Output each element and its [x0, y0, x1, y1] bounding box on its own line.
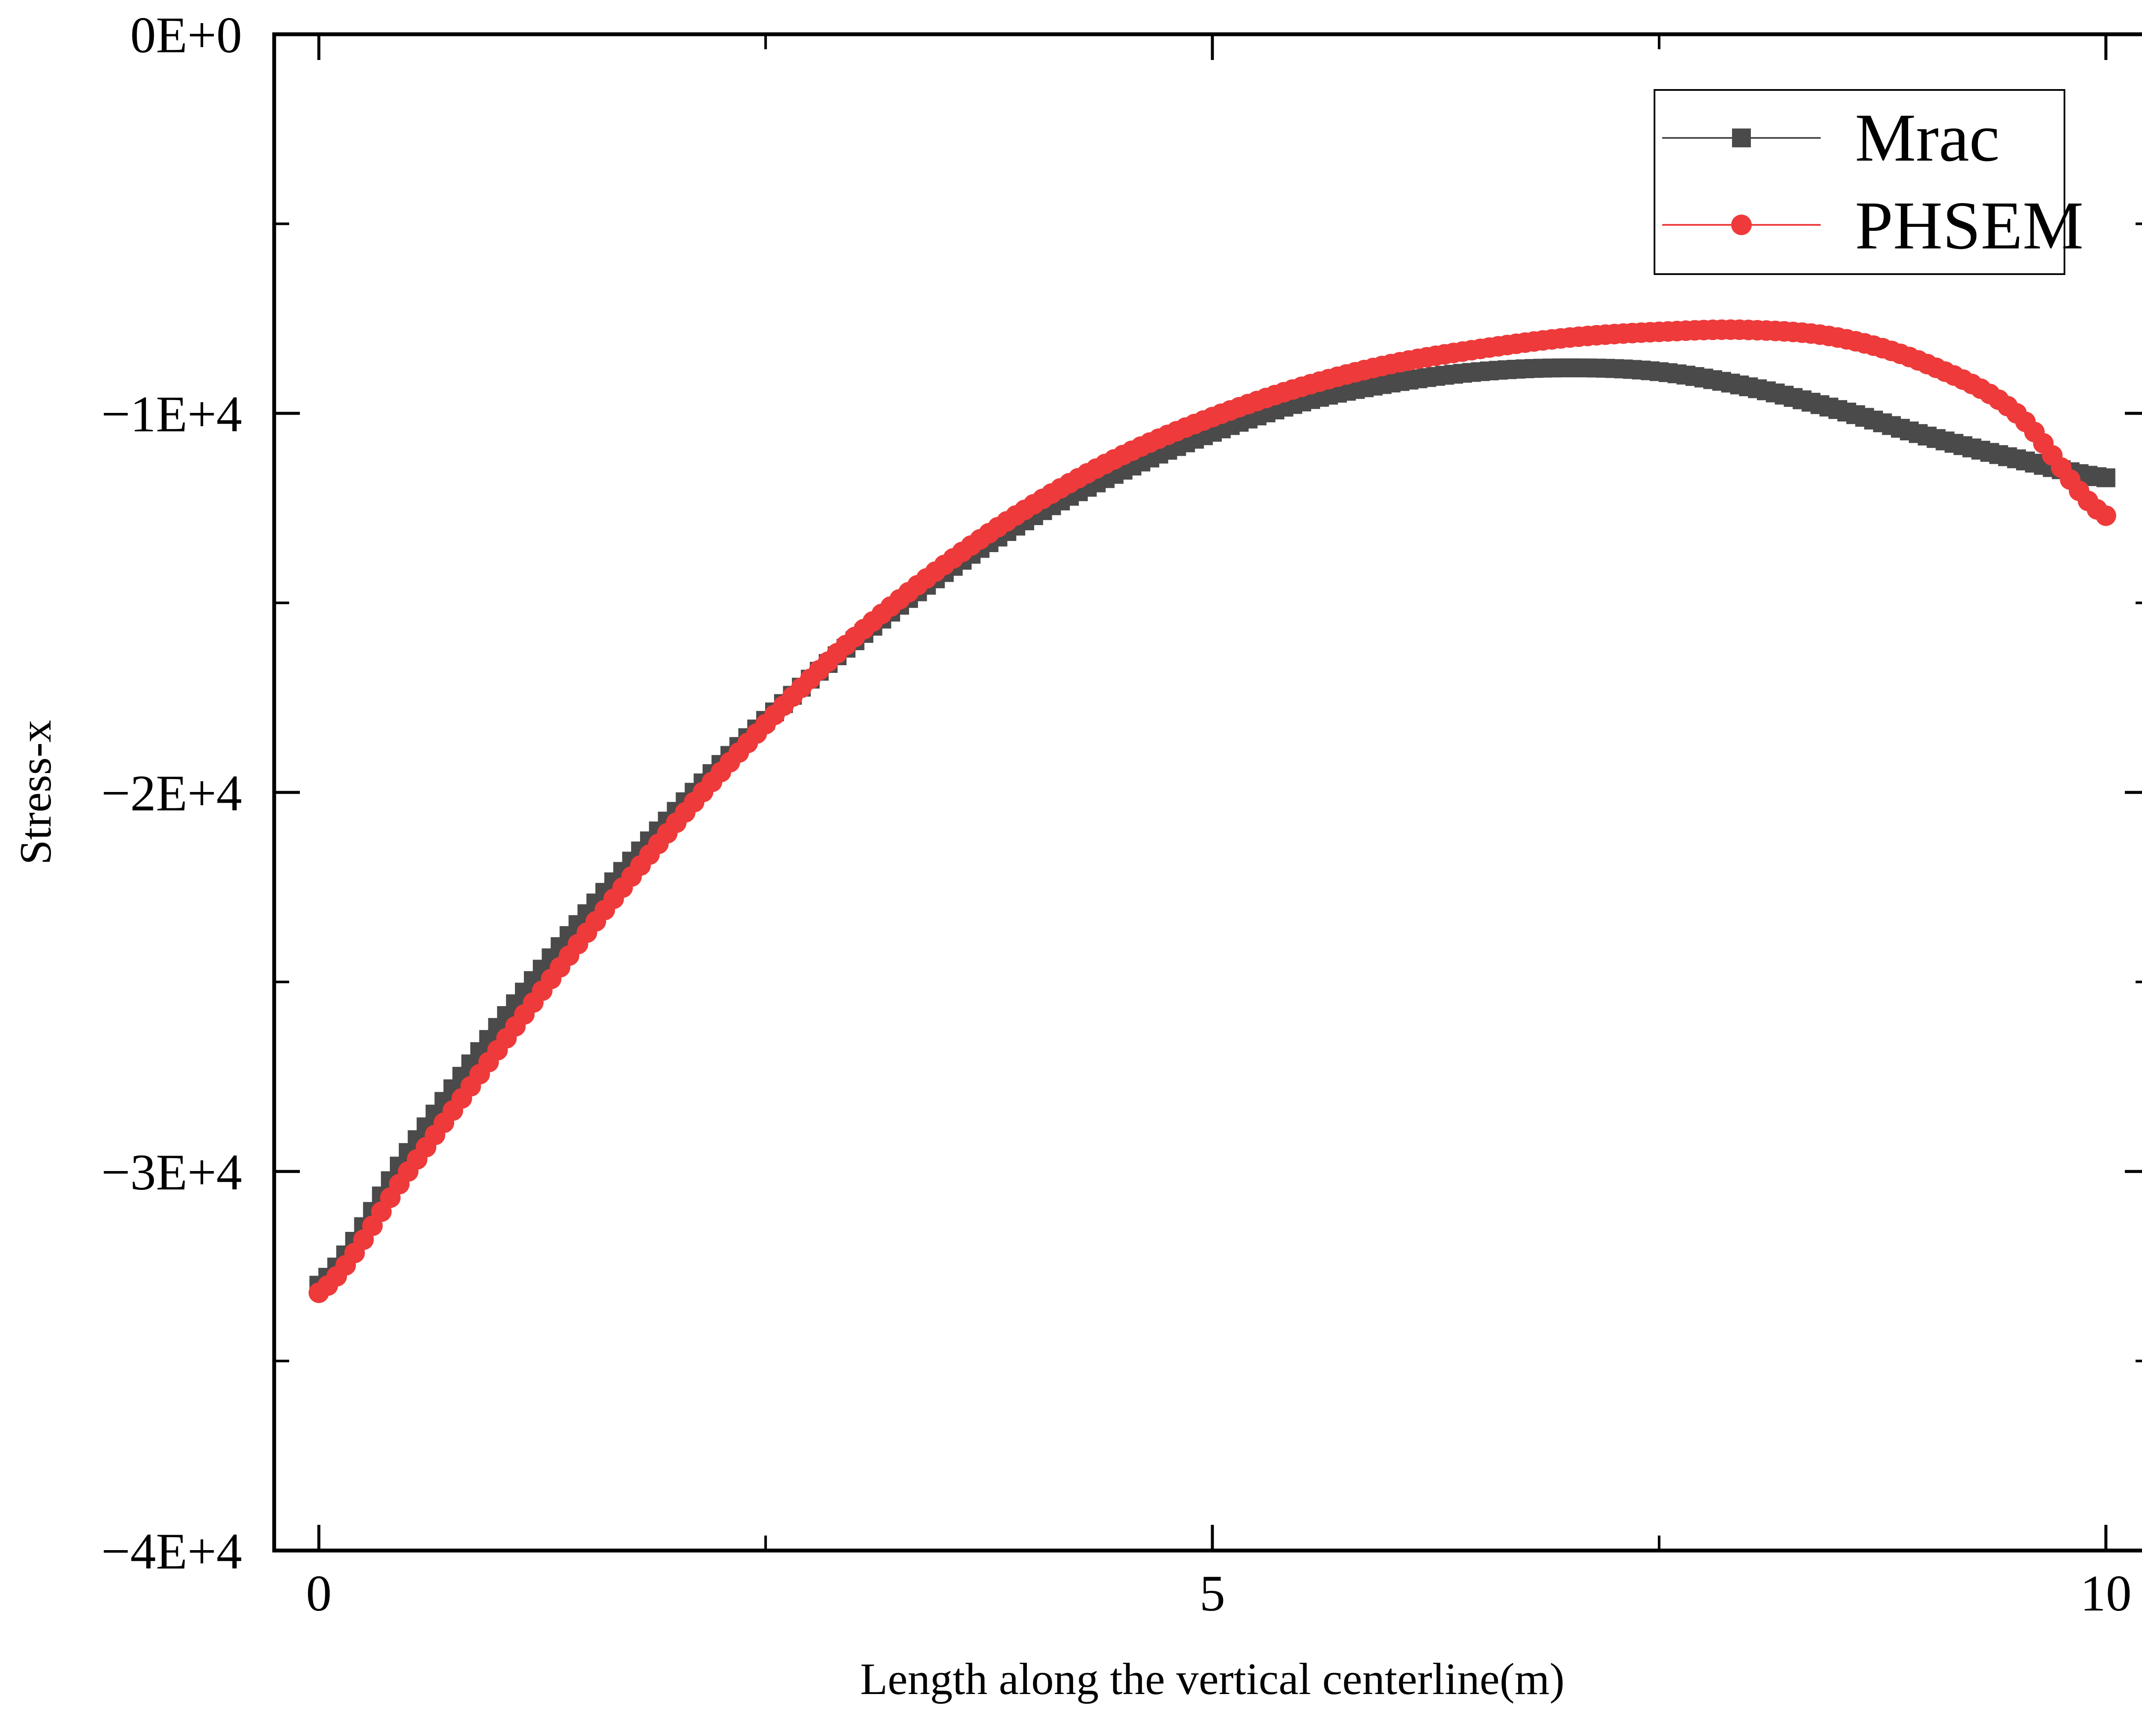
x-tick-label: 5 [1200, 1565, 1225, 1622]
series-line [318, 367, 2106, 1286]
series-layer [308, 319, 2116, 1303]
legend-label-mrac: Mrac [1855, 99, 2000, 176]
x-tick-label: 10 [2080, 1565, 2132, 1622]
y-tick-label: −1E+4 [101, 385, 242, 442]
legend-box [1654, 89, 2065, 275]
axes-ticks: 0 5 10 0E+0 −1E+4 −2E+4 −3E+4 −4E+4 [101, 6, 2142, 1622]
y-tick-label: −3E+4 [101, 1144, 242, 1201]
series-line [318, 329, 2106, 1294]
legend-marker-phsem [1731, 215, 1752, 235]
data-point [2095, 505, 2116, 526]
legend: Mrac PHSEM [1654, 89, 2084, 275]
data-point [2096, 468, 2115, 487]
y-axis-label: Stress-x [10, 720, 60, 865]
y-tick-label: −2E+4 [101, 765, 242, 822]
legend-marker-mrac [1732, 128, 1751, 147]
series-mrac [309, 358, 2115, 1295]
legend-label-phsem: PHSEM [1855, 187, 2084, 263]
x-tick-label: 0 [306, 1565, 332, 1622]
x-axis-label: Length along the vertical centerline(m) [860, 1654, 1565, 1704]
y-tick-label: −4E+4 [101, 1523, 242, 1580]
series-phsem [308, 319, 2116, 1303]
legend-entry-phsem: PHSEM [1662, 187, 2084, 263]
legend-entry-mrac: Mrac [1662, 99, 2000, 176]
y-tick-label: 0E+0 [130, 6, 242, 63]
plot-area: 0 5 10 0E+0 −1E+4 −2E+4 −3E+4 −4E+4 [101, 6, 2142, 1622]
